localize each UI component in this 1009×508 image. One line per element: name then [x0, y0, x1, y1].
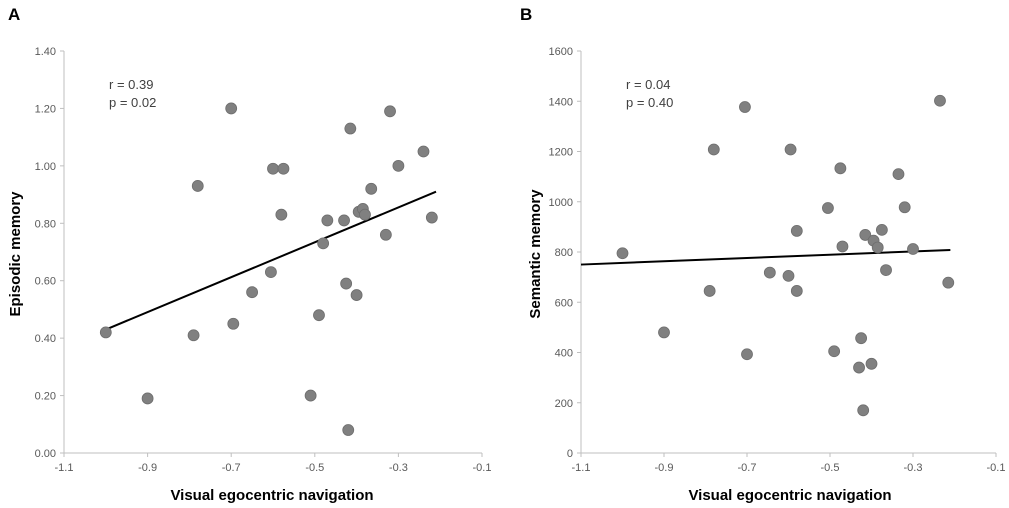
data-point-b — [782, 269, 795, 282]
correlation-r-a: r = 0.39 — [109, 77, 153, 92]
x-tick-label-a: -1.1 — [55, 462, 74, 474]
data-point-a — [342, 424, 355, 436]
y-tick-label-a: 0.60 — [35, 276, 56, 288]
data-point-b — [741, 348, 753, 361]
y-tick-label-a: 0.00 — [35, 448, 56, 460]
data-point-b — [790, 285, 803, 297]
data-point-b — [616, 247, 629, 260]
data-point-a — [379, 228, 392, 241]
y-tick-label-b: 200 — [555, 398, 573, 410]
correlation-p-b: p = 0.40 — [626, 95, 673, 110]
y-tick-label-b: 1600 — [549, 46, 573, 58]
data-point-a — [365, 182, 378, 195]
panel-a-episodic-memory: A r = 0.39 p = 0.02 Visual egocentric na… — [7, 5, 491, 504]
y-tick-label-a: 1.20 — [35, 103, 56, 115]
x-tick-label-b: -0.7 — [738, 462, 757, 474]
data-point-a — [267, 162, 279, 175]
x-tick-label-a: -0.9 — [138, 462, 157, 474]
trendline-a — [105, 190, 437, 331]
panel-label-b: B — [520, 5, 532, 24]
data-point-b — [942, 276, 955, 289]
data-point-a — [265, 266, 277, 279]
x-axis-title-a: Visual egocentric navigation — [170, 487, 373, 504]
data-point-b — [934, 94, 946, 107]
data-point-b — [763, 266, 776, 279]
y-tick-label-b: 600 — [555, 297, 573, 309]
x-tick-label-b: -1.1 — [572, 462, 591, 474]
data-point-a — [384, 105, 396, 118]
data-point-b — [790, 224, 803, 237]
correlation-p-a: p = 0.02 — [109, 95, 156, 110]
correlation-r-b: r = 0.04 — [626, 77, 670, 92]
data-point-a — [191, 180, 204, 192]
y-axis-title-a: Episodic memory — [7, 191, 24, 317]
data-point-b — [880, 264, 892, 276]
data-point-a — [99, 326, 112, 339]
data-point-a — [225, 102, 238, 115]
x-axis-title-b: Visual egocentric navigation — [688, 487, 891, 504]
data-point-b — [855, 332, 868, 345]
data-point-a — [141, 392, 154, 405]
y-tick-label-b: 1000 — [549, 197, 573, 209]
panel-label-a: A — [8, 5, 20, 24]
y-tick-label-a: 0.40 — [35, 333, 56, 345]
data-point-a — [417, 145, 430, 158]
data-point-b — [834, 162, 847, 175]
x-tick-label-b: -0.5 — [821, 462, 840, 474]
data-point-b — [836, 240, 849, 253]
data-point-b — [907, 243, 919, 255]
x-tick-label-a: -0.5 — [305, 462, 324, 474]
y-tick-label-b: 1400 — [549, 96, 573, 108]
x-tick-label-a: -0.1 — [473, 462, 492, 474]
data-point-a — [246, 286, 259, 299]
data-point-b — [875, 223, 888, 236]
data-point-b — [853, 361, 865, 374]
y-axis-title-b: Semantic memory — [527, 189, 544, 319]
data-point-a — [304, 389, 317, 402]
data-point-b — [707, 143, 720, 156]
y-tick-label-a: 1.00 — [35, 161, 56, 173]
data-point-b — [898, 201, 911, 214]
data-point-a — [425, 211, 438, 224]
data-point-a — [359, 208, 371, 221]
x-tick-label-b: -0.1 — [987, 462, 1006, 474]
data-point-a — [350, 289, 363, 301]
data-point-a — [275, 208, 288, 221]
y-tick-label-b: 1200 — [549, 147, 573, 159]
data-point-b — [739, 101, 751, 113]
data-point-a — [277, 162, 290, 175]
y-tick-label-a: 0.20 — [35, 391, 56, 403]
data-point-b — [658, 326, 670, 339]
y-tick-label-a: 0.80 — [35, 218, 56, 230]
data-point-a — [392, 159, 405, 172]
data-point-b — [822, 202, 834, 214]
data-point-b — [828, 345, 841, 358]
data-point-a — [321, 214, 334, 227]
y-tick-label-b: 0 — [567, 448, 573, 460]
panel-b-semantic-memory: B r = 0.04 p = 0.40 Visual egocentric na… — [520, 5, 1005, 504]
y-tick-label-b: 400 — [555, 348, 573, 360]
y-tick-label-b: 800 — [555, 247, 573, 259]
x-tick-label-b: -0.3 — [904, 462, 923, 474]
data-point-a — [340, 277, 353, 290]
data-point-a — [344, 122, 357, 135]
data-point-b — [892, 168, 905, 181]
data-point-b — [859, 229, 872, 241]
data-point-a — [187, 329, 200, 342]
data-point-b — [871, 241, 884, 254]
data-point-a — [227, 317, 240, 330]
x-tick-label-b: -0.9 — [655, 462, 674, 474]
data-point-a — [317, 237, 330, 250]
data-point-b — [865, 357, 878, 370]
trendline-b — [580, 248, 951, 266]
data-point-a — [313, 309, 325, 322]
x-tick-label-a: -0.7 — [222, 462, 241, 474]
x-tick-label-a: -0.3 — [389, 462, 408, 474]
data-point-a — [338, 214, 350, 227]
data-point-b — [703, 285, 716, 297]
data-point-b — [784, 143, 797, 156]
y-tick-label-a: 1.40 — [35, 46, 56, 58]
data-point-b — [857, 404, 870, 417]
